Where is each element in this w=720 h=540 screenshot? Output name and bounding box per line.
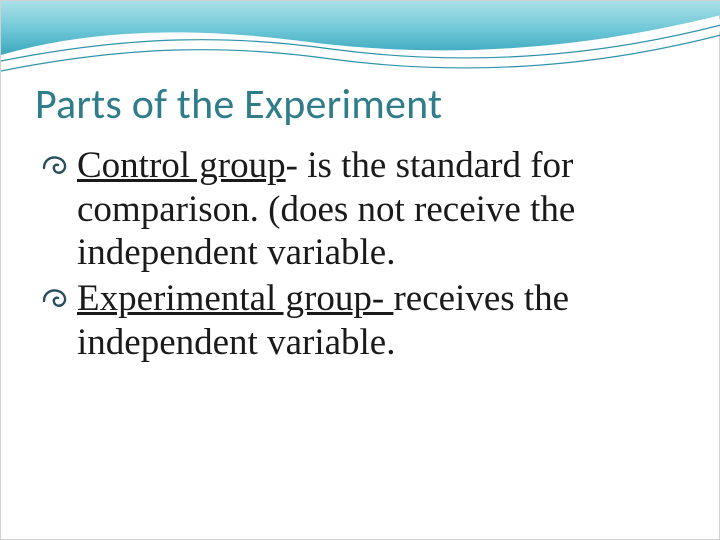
- swirl-bullet-icon: [41, 285, 75, 313]
- swirl-bullet-icon: [41, 152, 75, 180]
- bullet-text: Experimental group- receives the indepen…: [77, 277, 685, 364]
- bullet-list: Control group- is the standard for compa…: [35, 144, 685, 364]
- list-item: Control group- is the standard for compa…: [41, 144, 685, 275]
- term-underlined: Experimental group-: [77, 278, 393, 319]
- bullet-text: Control group- is the standard for compa…: [77, 144, 685, 275]
- slide-title: Parts of the Experiment: [35, 79, 685, 130]
- list-item: Experimental group- receives the indepen…: [41, 277, 685, 364]
- term-underlined: Control group: [77, 145, 286, 186]
